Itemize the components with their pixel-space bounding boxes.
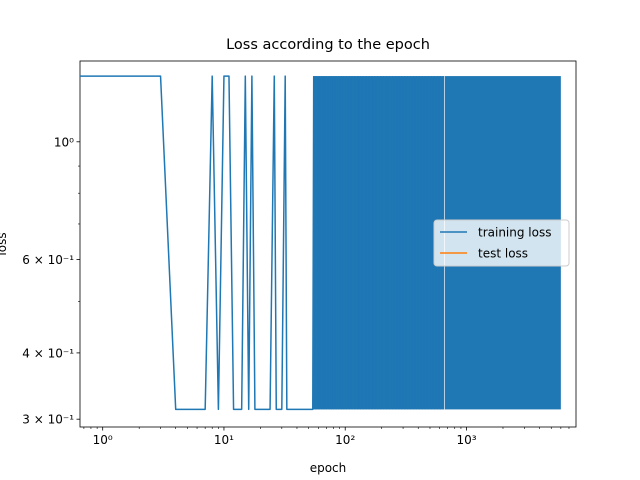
x-tick-label: 10⁰ bbox=[93, 433, 113, 447]
y-axis-label: loss bbox=[0, 232, 9, 255]
axes-layer: 10⁰ 10¹ 10² 10³ 3 × 10⁻¹ 4 × 10⁻¹ 6 × 10⁻¹ 10⁰ bbox=[22, 60, 577, 447]
legend-label-test-loss: test loss bbox=[478, 247, 528, 261]
legend: training loss test loss bbox=[433, 219, 570, 267]
y-tick-label: 3 × 10⁻¹ bbox=[22, 413, 74, 427]
plot-frame bbox=[79, 60, 577, 428]
legend-label-training-loss: training loss bbox=[478, 226, 551, 240]
legend-box bbox=[433, 219, 570, 267]
x-tick-label: 10³ bbox=[456, 433, 476, 447]
y-tick-label: 6 × 10⁻¹ bbox=[22, 253, 74, 267]
training-loss-oscillation-spikes bbox=[312, 76, 444, 410]
x-tick-label: 10² bbox=[335, 433, 355, 447]
y-tick-label: 4 × 10⁻¹ bbox=[22, 346, 74, 360]
training-loss-line bbox=[80, 75, 315, 411]
x-axis-label: epoch bbox=[310, 461, 347, 475]
x-tick-label: 10¹ bbox=[214, 433, 234, 447]
y-tick-label: 10⁰ bbox=[54, 135, 74, 149]
chart-title: Loss according to the epoch bbox=[226, 37, 430, 53]
